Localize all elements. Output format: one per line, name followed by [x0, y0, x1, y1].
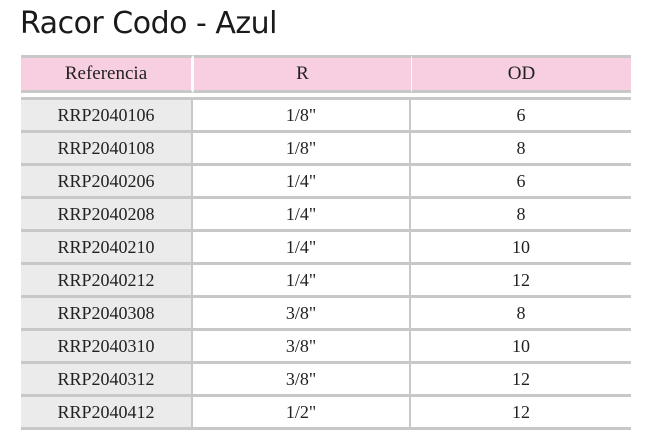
table-row: RRP2040412 1/2" 12: [21, 397, 631, 430]
cell-r: 1/2": [193, 397, 411, 430]
page-title: Racor Codo - Azul: [20, 6, 278, 41]
column-header-r: R: [193, 55, 411, 93]
spec-table: Referencia R OD RRP2040106 1/8" 6 RRP204…: [21, 55, 631, 430]
cell-od: 6: [411, 166, 631, 199]
cell-od: 12: [411, 397, 631, 430]
table-row: RRP2040206 1/4" 6: [21, 166, 631, 199]
cell-r: 1/8": [193, 133, 411, 166]
cell-referencia: RRP2040208: [21, 199, 193, 232]
cell-od: 12: [411, 364, 631, 397]
table-row: RRP2040108 1/8" 8: [21, 133, 631, 166]
table-header-row: Referencia R OD: [21, 55, 631, 93]
cell-od: 6: [411, 100, 631, 133]
cell-referencia: RRP2040106: [21, 100, 193, 133]
cell-referencia: RRP2040212: [21, 265, 193, 298]
column-header-referencia: Referencia: [21, 55, 193, 93]
cell-od: 12: [411, 265, 631, 298]
cell-od: 8: [411, 298, 631, 331]
table-row: RRP2040310 3/8" 10: [21, 331, 631, 364]
cell-od: 8: [411, 199, 631, 232]
cell-referencia: RRP2040206: [21, 166, 193, 199]
cell-od: 8: [411, 133, 631, 166]
cell-r: 1/4": [193, 199, 411, 232]
table-row: RRP2040212 1/4" 12: [21, 265, 631, 298]
cell-r: 1/4": [193, 232, 411, 265]
cell-referencia: RRP2040308: [21, 298, 193, 331]
cell-referencia: RRP2040108: [21, 133, 193, 166]
cell-referencia: RRP2040412: [21, 397, 193, 430]
table-row: RRP2040308 3/8" 8: [21, 298, 631, 331]
cell-r: 1/4": [193, 265, 411, 298]
cell-referencia: RRP2040210: [21, 232, 193, 265]
cell-r: 1/4": [193, 166, 411, 199]
cell-referencia: RRP2040310: [21, 331, 193, 364]
table-row: RRP2040312 3/8" 12: [21, 364, 631, 397]
cell-r: 3/8": [193, 364, 411, 397]
cell-od: 10: [411, 331, 631, 364]
table-row: RRP2040106 1/8" 6: [21, 100, 631, 133]
header-spacer: [21, 93, 631, 100]
cell-od: 10: [411, 232, 631, 265]
cell-r: 3/8": [193, 331, 411, 364]
table-row: RRP2040210 1/4" 10: [21, 232, 631, 265]
column-header-od: OD: [411, 55, 631, 93]
cell-r: 3/8": [193, 298, 411, 331]
cell-r: 1/8": [193, 100, 411, 133]
table-row: RRP2040208 1/4" 8: [21, 199, 631, 232]
cell-referencia: RRP2040312: [21, 364, 193, 397]
